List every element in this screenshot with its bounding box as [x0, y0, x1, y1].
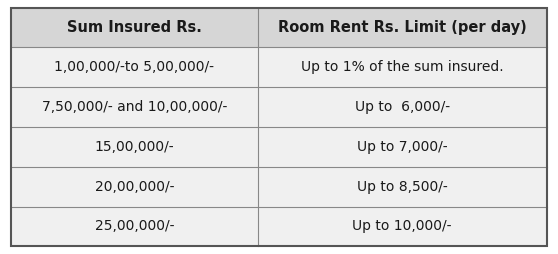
Bar	[11, 207, 258, 246]
Bar	[258, 47, 547, 87]
Text: 20,00,000/-: 20,00,000/-	[95, 180, 174, 194]
Text: Up to 10,000/-: Up to 10,000/-	[353, 219, 452, 233]
Text: Sum Insured Rs.: Sum Insured Rs.	[67, 20, 202, 35]
Text: 15,00,000/-: 15,00,000/-	[94, 140, 174, 154]
Bar	[11, 167, 258, 207]
Bar	[258, 127, 547, 167]
Text: Up to 1% of the sum insured.: Up to 1% of the sum insured.	[301, 60, 503, 74]
Text: Up to  6,000/-: Up to 6,000/-	[355, 100, 450, 114]
Bar	[11, 8, 258, 47]
Text: 7,50,000/- and 10,00,000/-: 7,50,000/- and 10,00,000/-	[42, 100, 227, 114]
Text: 25,00,000/-: 25,00,000/-	[95, 219, 174, 233]
Bar	[11, 127, 258, 167]
Text: Up to 7,000/-: Up to 7,000/-	[357, 140, 448, 154]
Bar	[258, 207, 547, 246]
Bar	[258, 167, 547, 207]
Text: Up to 8,500/-: Up to 8,500/-	[357, 180, 448, 194]
Bar	[258, 8, 547, 47]
Text: Room Rent Rs. Limit (per day): Room Rent Rs. Limit (per day)	[278, 20, 527, 35]
Bar	[258, 87, 547, 127]
Bar	[11, 47, 258, 87]
Bar	[11, 87, 258, 127]
Text: 1,00,000/-to 5,00,000/-: 1,00,000/-to 5,00,000/-	[54, 60, 214, 74]
